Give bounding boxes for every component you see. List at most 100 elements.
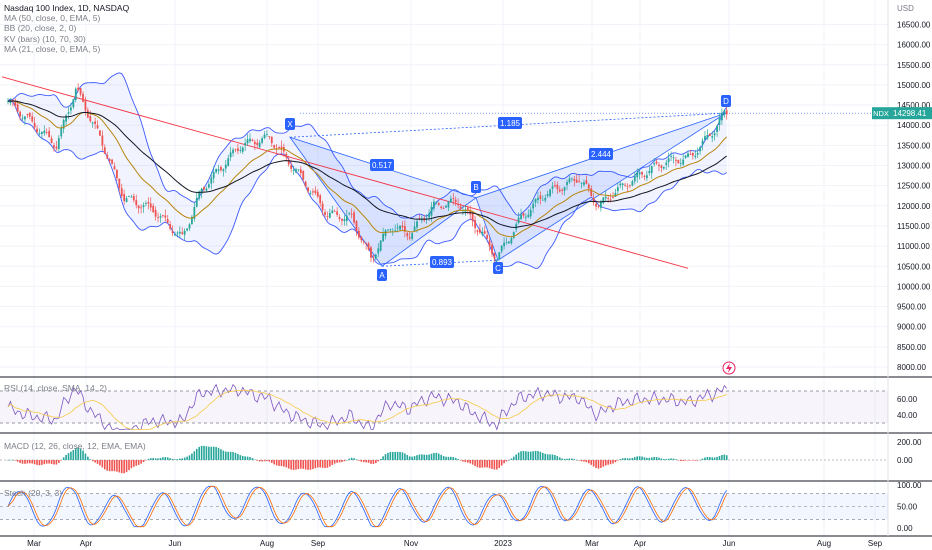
macd-histogram-bar: [423, 454, 426, 460]
ratio-xb-label: 0.517: [372, 161, 393, 170]
y-tick-label: 16500.00: [897, 20, 931, 29]
macd-histogram-bar: [21, 460, 24, 464]
macd-histogram-bar: [396, 451, 399, 460]
candle-body: [643, 176, 646, 177]
candle-body: [229, 152, 232, 158]
candle-body: [36, 128, 38, 132]
macd-histogram-bar: [65, 454, 67, 460]
macd-histogram-bar: [471, 460, 474, 465]
macd-histogram-bar: [643, 457, 646, 460]
candle-body: [234, 149, 237, 151]
candle-body: [725, 110, 728, 115]
candle-body: [321, 203, 324, 211]
macd-histogram-bar: [367, 460, 370, 463]
candle-body: [348, 213, 351, 215]
candle-body: [328, 212, 331, 218]
y-tick-label: 15000.00: [897, 81, 931, 90]
macd-histogram-bar: [500, 460, 503, 466]
candle-body: [84, 99, 87, 111]
candle-body: [324, 212, 326, 215]
macd-histogram-bar: [631, 457, 634, 460]
macd-histogram-bar: [89, 459, 92, 460]
candle-body: [79, 87, 82, 95]
macd-histogram-bar: [91, 460, 94, 462]
macd-histogram-bar: [176, 459, 179, 460]
candle-body: [636, 172, 639, 178]
macd-histogram-bar: [31, 460, 33, 464]
macd-histogram-bar: [74, 448, 77, 460]
candle-body: [55, 146, 58, 149]
macd-histogram-bar: [716, 456, 718, 460]
macd-histogram-bar: [307, 460, 309, 470]
candle-body: [551, 186, 554, 189]
candle-body: [309, 192, 312, 194]
macd-histogram-bar: [200, 445, 203, 460]
candle-body: [696, 152, 699, 155]
candle-body: [382, 233, 384, 242]
ratio-bd-label: 2.444: [591, 150, 612, 159]
candle-body: [345, 215, 348, 222]
macd-histogram-bar: [270, 460, 273, 463]
candle-body: [341, 218, 343, 221]
macd-histogram-bar: [183, 457, 186, 460]
candle-body: [498, 252, 501, 260]
macd-histogram-bar: [612, 460, 614, 464]
candle-body: [258, 142, 261, 148]
candle-body: [597, 206, 600, 208]
candle-body: [708, 133, 711, 136]
macd-histogram-bar: [452, 457, 455, 460]
candle-body: [406, 233, 409, 237]
ratio-ac-label: 0.893: [432, 258, 453, 267]
stoch-label: Stoch (20, 3, 3): [4, 488, 63, 498]
macd-histogram-bar: [43, 460, 46, 465]
macd-histogram-bar: [67, 453, 70, 460]
last-price-symbol-tag: [872, 107, 890, 120]
macd-histogram-bar: [258, 460, 261, 462]
macd-tick-label: 0.00: [897, 456, 913, 465]
legend-ma21: MA (21, close, 0, EMA, 5): [4, 43, 101, 54]
candle-body: [316, 191, 319, 197]
macd-histogram-bar: [372, 460, 375, 464]
candle-body: [614, 192, 617, 197]
pattern-point-a: [377, 269, 387, 281]
macd-histogram-bar: [285, 460, 288, 468]
macd-histogram-bar: [563, 458, 566, 460]
y-tick-label: 10000.00: [897, 282, 931, 291]
macd-histogram-bar: [87, 456, 89, 460]
macd-histogram-bar: [687, 460, 689, 461]
macd-histogram-bar: [82, 450, 84, 460]
candle-body: [394, 230, 397, 231]
candle-body: [178, 231, 181, 234]
y-tick-label: 12000.00: [897, 202, 931, 211]
macd-histogram-bar: [399, 451, 401, 460]
macd-histogram-bar: [287, 460, 290, 469]
macd-histogram-bar: [251, 458, 254, 460]
candle-body: [687, 153, 689, 158]
macd-histogram-bar: [638, 456, 641, 460]
macd-histogram-bar: [614, 460, 617, 463]
macd-histogram-bar: [401, 452, 404, 460]
candle-body: [287, 159, 290, 165]
x-tick-label: Sep: [311, 539, 326, 548]
candle-body: [546, 194, 549, 197]
macd-histogram-bar: [375, 460, 377, 464]
candle-body: [157, 217, 159, 218]
macd-histogram-bar: [481, 460, 484, 468]
macd-histogram-bar: [280, 460, 283, 467]
macd-histogram-bar: [512, 456, 515, 460]
macd-histogram-bar: [324, 460, 326, 469]
macd-histogram-bar: [106, 460, 109, 471]
candle-body: [220, 166, 222, 171]
candle-body: [261, 138, 263, 143]
macd-histogram-bar: [394, 452, 396, 460]
macd-histogram-bar: [241, 455, 244, 460]
candle-body: [508, 241, 510, 244]
candle-body: [353, 212, 355, 223]
candle-body: [239, 149, 242, 151]
pattern-point-c-label: C: [495, 264, 501, 273]
last-price-value: 14298.41: [893, 109, 927, 118]
stoch-tick-label: 100.00: [897, 481, 922, 490]
macd-histogram-bar: [53, 460, 55, 465]
macd-histogram-bar: [159, 457, 162, 460]
